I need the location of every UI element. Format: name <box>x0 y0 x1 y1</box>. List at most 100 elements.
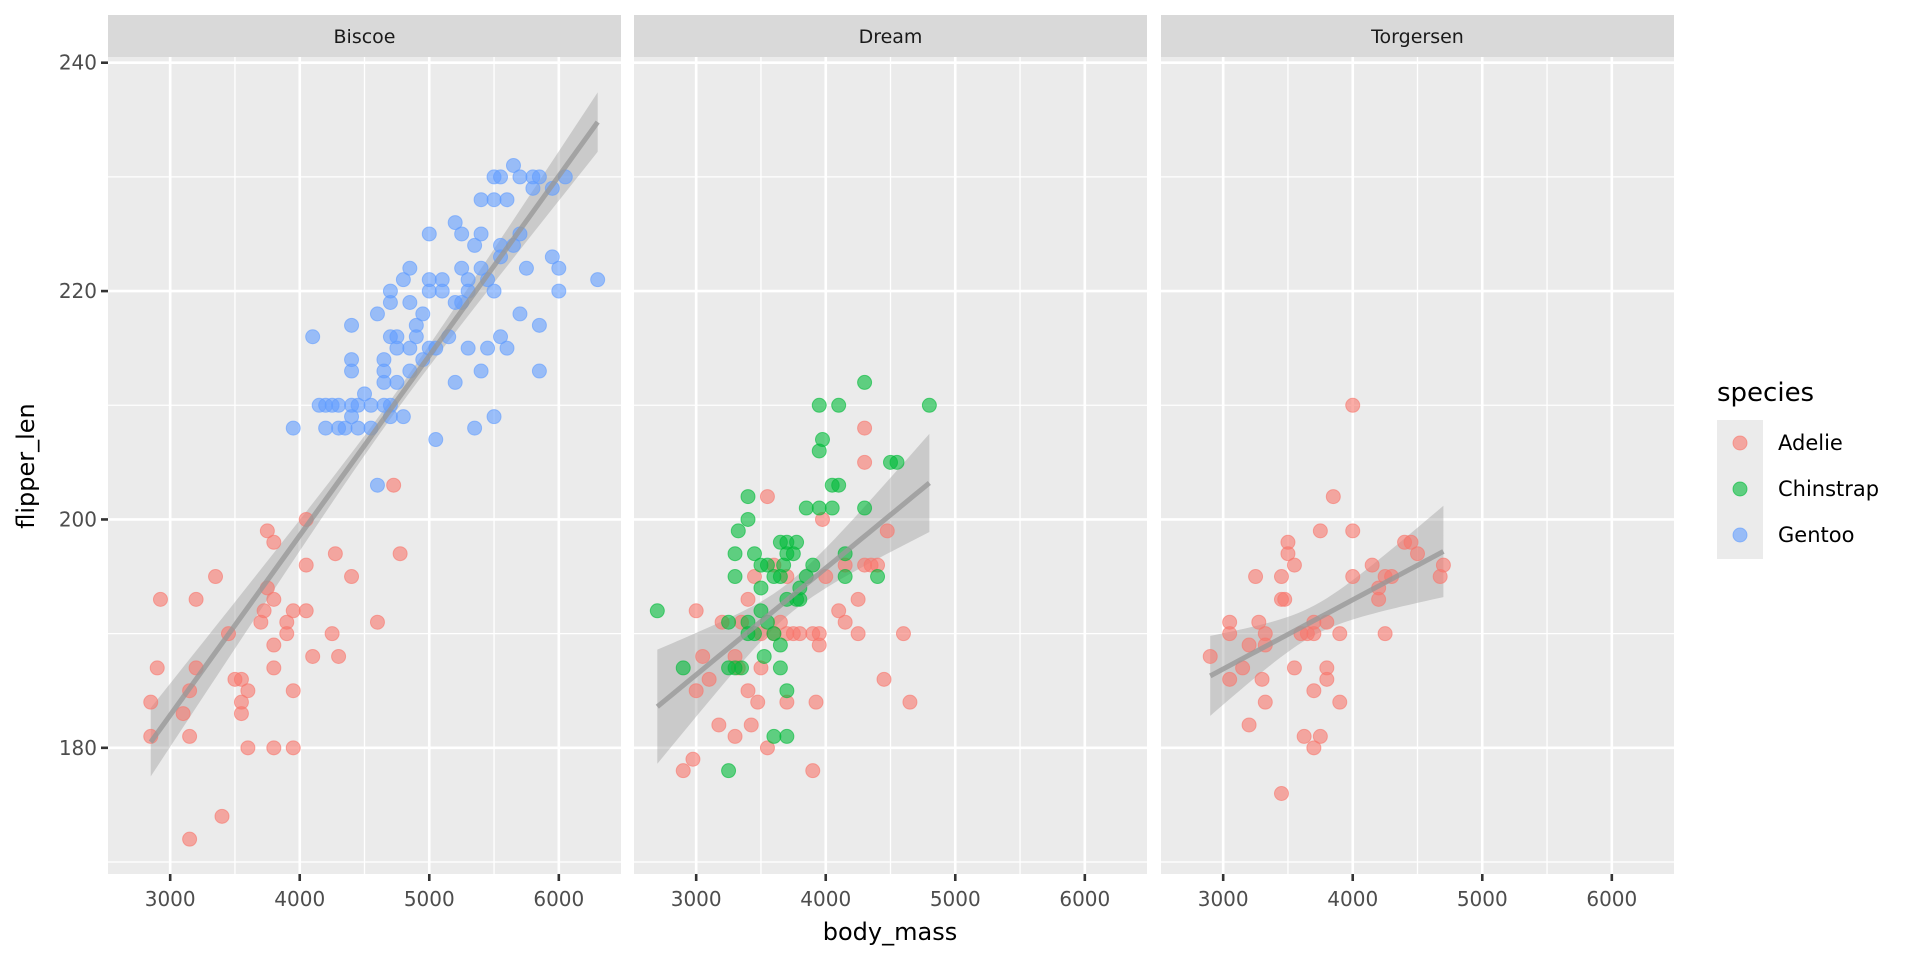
data-point <box>518 260 534 276</box>
facet-strip <box>108 15 621 57</box>
data-point <box>1296 728 1312 744</box>
data-point <box>531 317 547 333</box>
data-point <box>1312 523 1328 539</box>
x-tick-label: 3000 <box>671 887 722 911</box>
data-point <box>1202 648 1218 664</box>
y-tick-label: 220 <box>59 279 97 303</box>
data-point <box>1273 569 1289 585</box>
data-point <box>152 591 168 607</box>
data-point <box>149 660 165 676</box>
x-tick-label: 5000 <box>930 887 981 911</box>
data-point <box>675 660 691 676</box>
series-adelie <box>143 477 408 847</box>
data-point <box>1254 671 1270 687</box>
data-point <box>1325 489 1341 505</box>
data-point <box>746 546 762 562</box>
data-point <box>240 740 256 756</box>
data-point <box>688 683 704 699</box>
data-point <box>233 671 249 687</box>
data-point <box>182 728 198 744</box>
data-point <box>233 706 249 722</box>
data-point <box>493 169 509 185</box>
data-point <box>1435 557 1451 573</box>
data-point <box>499 340 515 356</box>
data-point <box>779 683 795 699</box>
legend-entry-adelie: Adelie <box>1732 431 1843 455</box>
data-point <box>188 591 204 607</box>
data-point <box>590 272 606 288</box>
data-point <box>525 180 541 196</box>
confidence-ribbon <box>1210 505 1444 716</box>
data-point <box>857 420 873 436</box>
data-point <box>415 306 431 322</box>
data-point <box>305 329 321 345</box>
data-point <box>1332 694 1348 710</box>
data-point <box>447 374 463 390</box>
data-point <box>486 283 502 299</box>
data-point <box>447 215 463 231</box>
data-point <box>811 637 827 653</box>
legend-key-gentoo <box>1732 527 1748 543</box>
data-point <box>675 763 691 779</box>
data-point <box>831 397 847 413</box>
data-point <box>688 603 704 619</box>
x-tick-label: 5000 <box>1457 887 1508 911</box>
data-point <box>743 717 759 733</box>
data-point <box>259 523 275 539</box>
data-point <box>434 283 450 299</box>
data-point <box>350 420 366 436</box>
data-point <box>759 489 775 505</box>
legend-key-adelie <box>1732 435 1748 451</box>
facet-strip-label: Dream <box>859 26 923 48</box>
data-point <box>318 420 334 436</box>
data-point <box>266 637 282 653</box>
data-point <box>467 420 483 436</box>
data-point <box>805 763 821 779</box>
data-point <box>344 569 360 585</box>
smooth-line <box>1209 549 1445 679</box>
data-point <box>324 626 340 642</box>
panel-torgersen: Torgersen 3000 4000 5000 6000 <box>1161 15 1674 911</box>
data-point <box>208 569 224 585</box>
data-point <box>740 683 756 699</box>
data-point <box>344 317 360 333</box>
series-adelie <box>1202 397 1451 801</box>
y-tick-label: 240 <box>59 51 97 75</box>
data-point <box>285 740 301 756</box>
data-point <box>363 397 379 413</box>
data-point <box>740 489 756 505</box>
data-point <box>1277 591 1293 607</box>
data-point <box>266 660 282 676</box>
data-point <box>392 546 408 562</box>
data-point <box>772 637 788 653</box>
data-point <box>685 751 701 767</box>
data-point <box>182 831 198 847</box>
data-point <box>895 626 911 642</box>
data-point <box>1286 660 1302 676</box>
data-point <box>1345 397 1361 413</box>
data-point <box>1371 591 1387 607</box>
data-point <box>266 534 282 550</box>
y-tick-label: 200 <box>59 507 97 531</box>
data-point <box>512 306 528 322</box>
data-point <box>256 603 272 619</box>
data-point <box>740 511 756 527</box>
data-point <box>1345 569 1361 585</box>
data-point <box>734 660 750 676</box>
data-point <box>531 169 547 185</box>
x-tick-label: 3000 <box>1198 887 1249 911</box>
y-axis-title: flipper_len <box>12 403 40 529</box>
data-point <box>344 363 360 379</box>
data-point <box>1257 694 1273 710</box>
legend-title: species <box>1717 378 1814 408</box>
data-point <box>531 363 547 379</box>
data-point <box>921 397 937 413</box>
data-point <box>357 386 372 402</box>
data-point <box>902 694 918 710</box>
data-point <box>460 340 476 356</box>
data-point <box>1241 717 1257 733</box>
data-point <box>486 192 502 208</box>
data-point <box>298 603 314 619</box>
data-point <box>454 260 470 276</box>
